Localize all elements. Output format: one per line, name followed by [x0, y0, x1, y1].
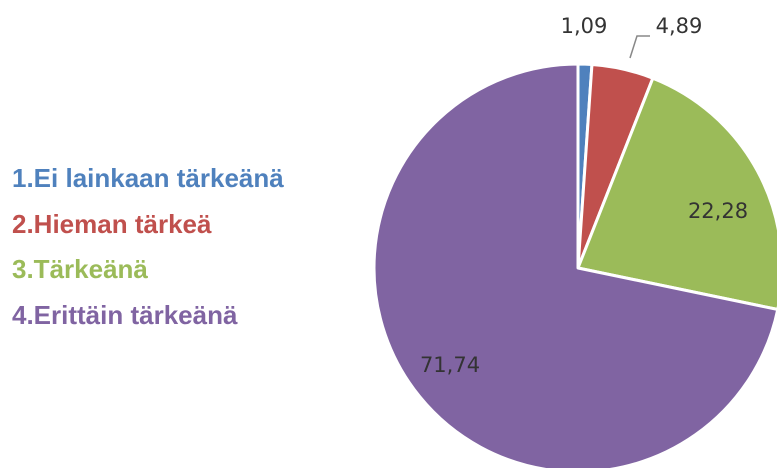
data-label: 22,28 — [688, 199, 748, 223]
pie-slice — [372, 62, 777, 468]
legend-entry: 1.Ei lainkaan tärkeänä — [12, 163, 284, 193]
legend-entry: 4.Erittäin tärkeänä — [12, 300, 238, 330]
legend-entry: 3.Tärkeänä — [12, 254, 148, 284]
pie — [372, 62, 777, 468]
legend-entry: 2.Hieman tärkeä — [12, 209, 212, 239]
leader-line — [629, 35, 650, 59]
pie-slice — [576, 76, 777, 311]
data-label: 4,89 — [656, 14, 703, 38]
data-label: 71,74 — [420, 353, 480, 377]
data-label: 1,09 — [561, 14, 608, 38]
